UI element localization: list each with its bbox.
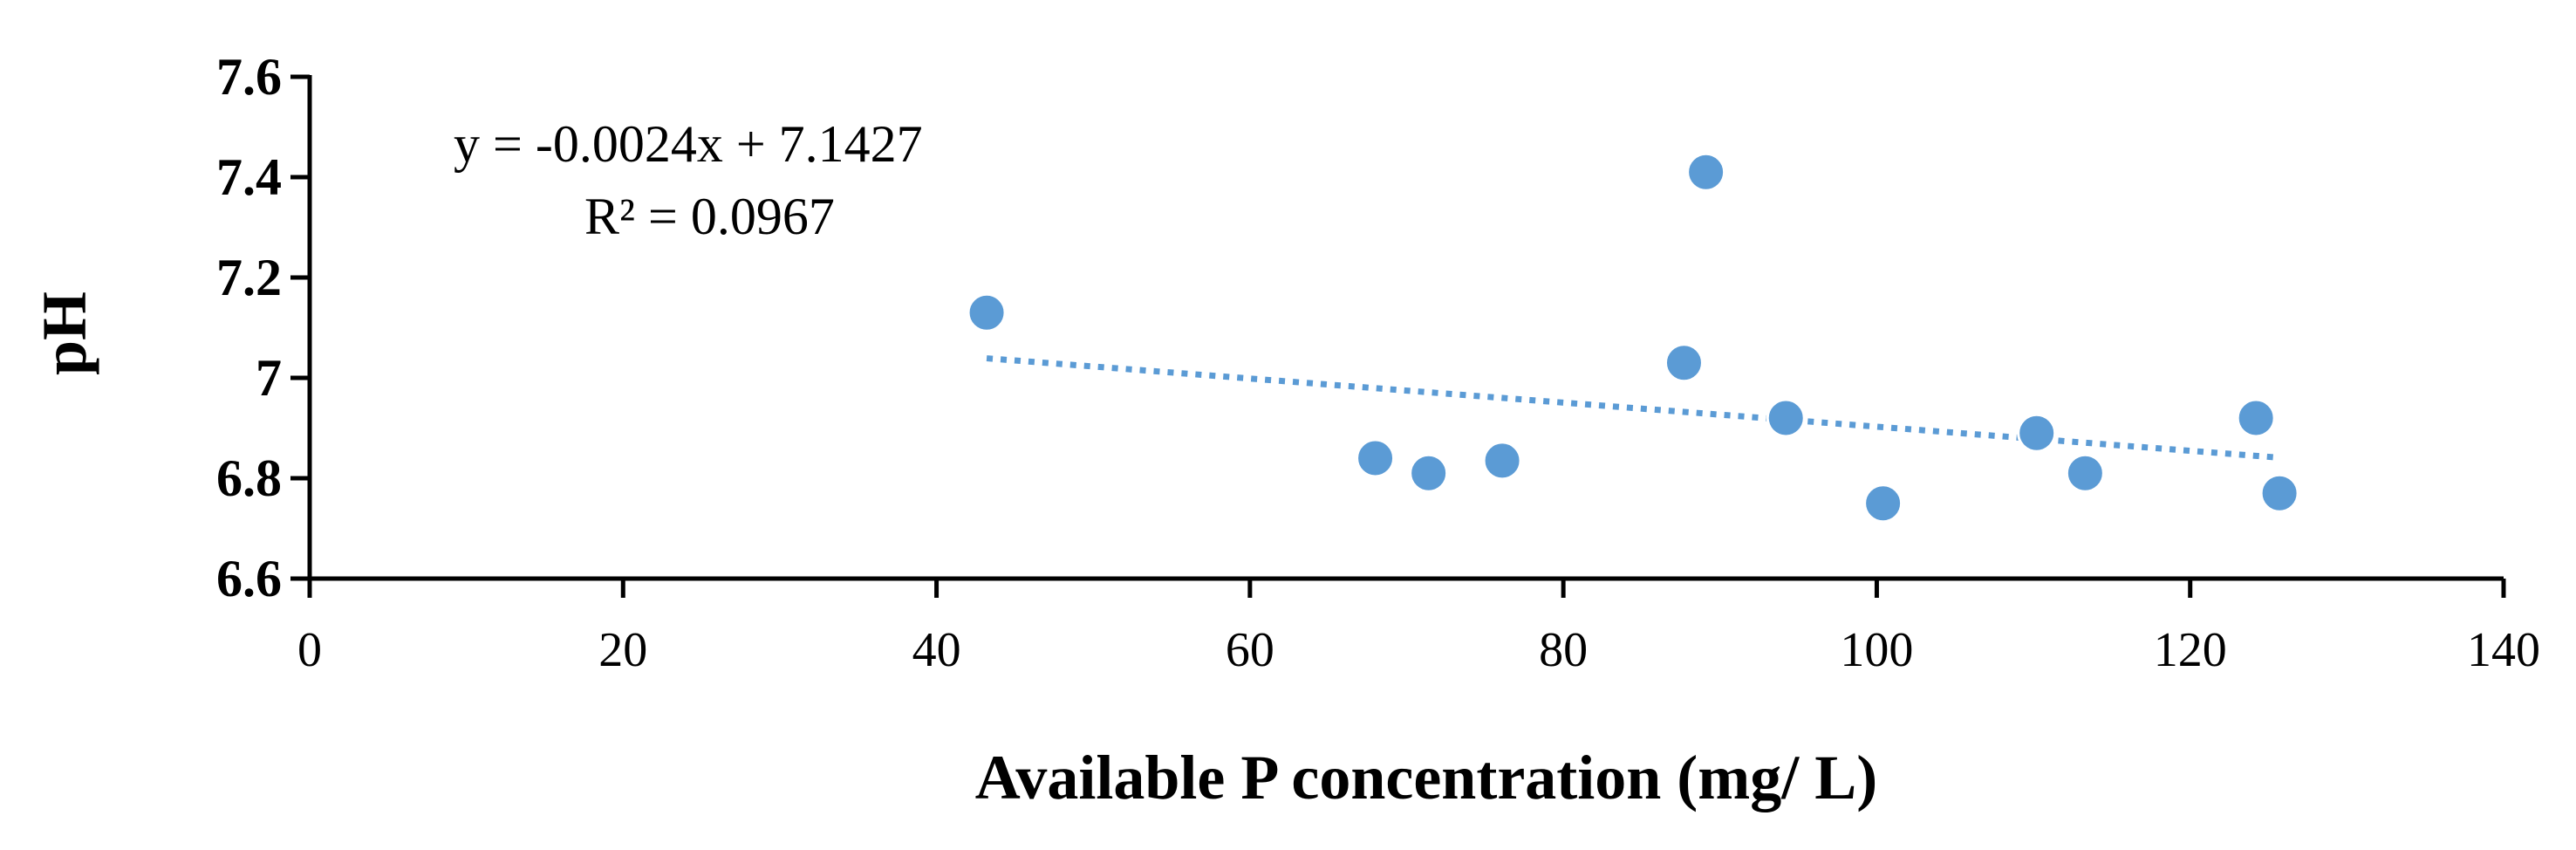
data-points — [967, 152, 2299, 524]
r-squared-label: R² = 0.0967 — [584, 188, 835, 245]
x-tick-label: 80 — [1539, 623, 1588, 677]
x-tick-label: 20 — [598, 623, 647, 677]
data-point — [1664, 343, 1704, 383]
x-tick-label: 100 — [1840, 623, 1913, 677]
x-tick-label: 60 — [1226, 623, 1274, 677]
data-point — [2236, 398, 2276, 438]
y-tick-label: 7.6 — [216, 48, 282, 106]
x-tick-label: 140 — [2467, 623, 2540, 677]
data-point — [967, 292, 1007, 332]
trendline-equation: y = -0.0024x + 7.1427 — [454, 115, 923, 173]
data-point — [1356, 438, 1396, 478]
ticks: 6.6 6.8 7 7.2 7.4 7.6 0 20 40 60 80 100 120 140 — [216, 48, 2540, 677]
y-axis-title: pH — [30, 291, 99, 375]
y-tick-label: 7.4 — [216, 148, 282, 206]
y-tick-label: 6.6 — [216, 550, 282, 607]
data-point — [2065, 453, 2105, 493]
y-tick-label: 7.2 — [216, 249, 282, 306]
data-point — [2017, 413, 2057, 453]
trendline — [986, 355, 2280, 461]
trendline-group — [986, 355, 2280, 461]
y-tick-label: 6.8 — [216, 449, 282, 507]
x-axis-title: Available P concentration (mg/ L) — [975, 743, 1878, 812]
data-point — [1686, 152, 1726, 192]
y-tick-label: 7 — [256, 349, 282, 407]
data-point — [2259, 473, 2299, 513]
x-tick-label: 40 — [912, 623, 961, 677]
data-point — [1766, 398, 1806, 438]
x-tick-label: 0 — [297, 623, 322, 677]
x-tick-label: 120 — [2154, 623, 2227, 677]
axes — [307, 75, 2504, 581]
data-point — [1863, 483, 1903, 524]
data-point — [1409, 453, 1449, 493]
data-point — [1482, 441, 1522, 481]
